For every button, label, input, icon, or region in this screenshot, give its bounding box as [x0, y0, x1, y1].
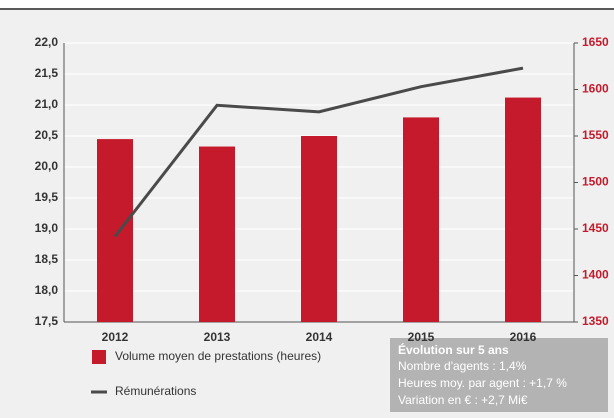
bar — [199, 146, 235, 322]
x-tick-label: 2012 — [102, 330, 129, 344]
y2-tick-label: 1400 — [582, 268, 609, 282]
y2-tick-label: 1500 — [582, 175, 609, 189]
annotation-title: Évolution sur 5 ans — [398, 342, 509, 357]
annotation-line: Heures moy. par agent : +1,7 % — [398, 376, 567, 390]
annotation-box — [390, 338, 608, 412]
y2-tick-label: 1650 — [582, 35, 609, 49]
x-tick-label: 2016 — [510, 330, 537, 344]
annotation-line: Variation en € : +2,7 Mi€ — [398, 393, 528, 407]
y-tick-label: 18,5 — [35, 252, 59, 266]
legend-label: Rémunérations — [115, 384, 196, 398]
legend-swatch — [92, 350, 106, 364]
y-tick-label: 19,5 — [35, 190, 59, 204]
y2-tick-label: 1550 — [582, 128, 609, 142]
y-tick-label: 20,0 — [35, 159, 59, 173]
y-tick-label: 18,0 — [35, 283, 59, 297]
y-tick-label: 19,0 — [35, 221, 59, 235]
bar — [301, 136, 337, 322]
annotation-line: Nombre d'agents : 1,4% — [398, 359, 527, 373]
y2-tick-label: 1600 — [582, 82, 609, 96]
legend-label: Volume moyen de prestations (heures) — [115, 349, 321, 363]
line — [113, 66, 524, 238]
x-tick-label: 2015 — [408, 330, 435, 344]
y-tick-label: 17,5 — [35, 314, 59, 328]
bar — [505, 97, 541, 322]
y2-tick-label: 1350 — [582, 314, 609, 328]
bar — [403, 117, 439, 323]
x-tick-label: 2013 — [204, 330, 231, 344]
y-tick-label: 20,5 — [35, 128, 59, 142]
y-tick-label: 22,0 — [35, 35, 59, 49]
y-tick-label: 21,0 — [35, 97, 59, 111]
bar — [97, 139, 133, 322]
y2-tick-label: 1450 — [582, 221, 609, 235]
y-tick-label: 21,5 — [35, 66, 59, 80]
x-tick-label: 2014 — [306, 330, 333, 344]
